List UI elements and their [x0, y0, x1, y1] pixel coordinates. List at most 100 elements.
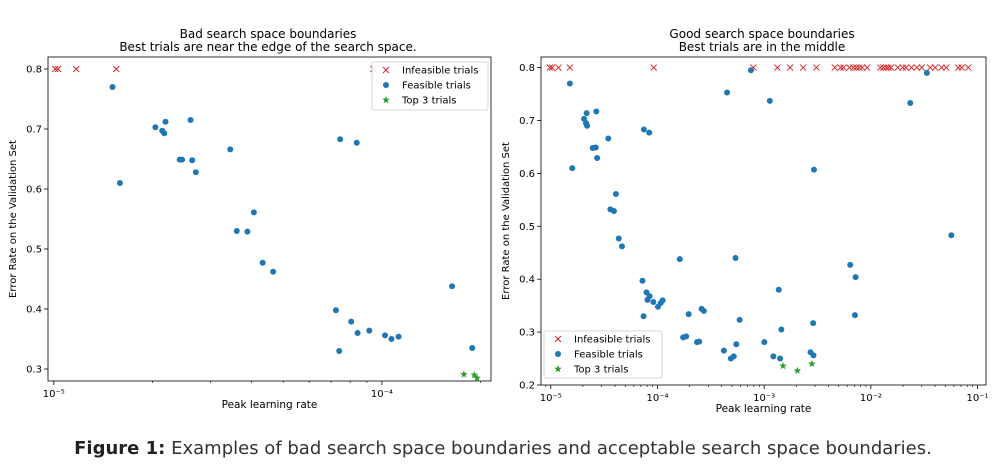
feasible-point: [733, 341, 740, 348]
infeasible-point: [899, 64, 907, 71]
feasible-point: [810, 166, 817, 173]
legend-label: Top 3 trials: [573, 365, 629, 376]
infeasible-point: [855, 64, 863, 71]
feasible-point: [593, 108, 600, 115]
feasible-point: [227, 146, 234, 153]
feasible-point: [605, 135, 612, 142]
feasible-point: [192, 169, 199, 176]
feasible-point: [395, 333, 402, 340]
x-tick-label: 10⁻⁵: [43, 389, 65, 400]
infeasible-point: [877, 64, 884, 71]
legend-label: Feasible trials: [574, 350, 643, 361]
series-o: [566, 67, 955, 362]
feasible-point: [337, 136, 344, 143]
feasible-point: [244, 228, 251, 235]
infeasible-point: [786, 64, 794, 71]
infeasible-point: [112, 65, 120, 73]
infeasible-point: [54, 65, 62, 73]
feasible-point: [259, 259, 266, 266]
feasible-point: [810, 352, 817, 359]
x-tick-label: 10⁻³: [753, 393, 775, 404]
x-axis-label: Peak learning rate: [222, 399, 318, 411]
feasible-point: [610, 207, 617, 214]
legend-box: [543, 330, 663, 379]
feasible-point: [700, 307, 707, 314]
infeasible-point: [918, 64, 926, 71]
legend-marker: [382, 96, 390, 104]
feasible-point: [584, 122, 591, 129]
legend-label: Top 3 trials: [401, 96, 457, 107]
infeasible-point: [813, 64, 820, 71]
infeasible-point: [51, 65, 59, 73]
infeasible-point: [799, 64, 807, 71]
feasible-point: [449, 283, 456, 290]
infeasible-point: [850, 64, 857, 71]
feasible-point: [640, 313, 647, 320]
feasible-point: [162, 118, 169, 125]
chart-subtitle: Best trials are near the edge of the sea…: [119, 40, 416, 54]
infeasible-point: [913, 64, 921, 71]
feasible-point: [469, 345, 476, 351]
feasible-point: [594, 155, 601, 162]
feasible-point: [348, 318, 355, 325]
feasible-point: [592, 144, 599, 151]
top3-point: [470, 371, 479, 379]
feasible-point: [618, 243, 625, 250]
feasible-point: [923, 69, 930, 76]
figure-caption: Figure 1: Examples of bad search space b…: [0, 438, 1006, 459]
feasible-point: [770, 353, 777, 360]
feasible-point: [696, 338, 703, 345]
legend-box: [371, 61, 489, 111]
legend-marker: [554, 335, 562, 343]
caption-text: Examples of bad search space boundaries …: [171, 438, 932, 459]
y-tick-label: 0.7: [519, 116, 535, 127]
infeasible-point: [938, 64, 945, 71]
x-tick-label: 10⁻⁴: [646, 393, 668, 404]
infeasible-point: [548, 64, 556, 71]
infeasible-point: [837, 64, 844, 71]
y-axis-label: Error Rate on the Validation Set: [8, 140, 19, 298]
feasible-point: [685, 311, 692, 318]
feasible-point: [646, 129, 653, 136]
feasible-point: [109, 84, 116, 90]
legend: Infeasible trials Feasible trials Top 3 tr…: [371, 61, 489, 111]
infeasible-point: [902, 64, 910, 71]
feasible-point: [152, 124, 159, 131]
feasible-point: [851, 312, 858, 319]
legend-label: Feasible trials: [402, 81, 471, 92]
infeasible-point: [852, 64, 860, 71]
feasible-point: [615, 235, 622, 242]
feasible-point: [777, 355, 784, 362]
infeasible-point: [774, 64, 781, 71]
infeasible-point: [954, 64, 962, 71]
y-tick-label: 0.4: [26, 305, 42, 316]
y-tick-label: 0.8: [519, 63, 535, 74]
feasible-point: [724, 89, 731, 96]
infeasible-point: [926, 64, 934, 71]
infeasible-point: [831, 64, 839, 71]
chart-title: Bad search space boundaries: [180, 27, 357, 41]
y-tick-label: 0.5: [26, 245, 42, 256]
feasible-point: [353, 139, 360, 146]
feasible-point: [583, 110, 590, 117]
top3-point: [460, 370, 468, 378]
plot-frame: [540, 56, 987, 386]
series-o: [109, 84, 476, 354]
feasible-point: [161, 130, 168, 137]
x-tick-label: 10⁻⁴: [371, 389, 393, 400]
x-tick-label: 10⁻⁵: [540, 393, 562, 404]
feasible-point: [179, 156, 186, 163]
infeasible-point: [880, 64, 887, 71]
y-tick-label: 0.2: [519, 381, 535, 392]
feasible-point: [810, 320, 817, 327]
y-tick-label: 0.6: [519, 169, 535, 180]
feasible-point: [332, 307, 339, 314]
y-tick-label: 0.6: [26, 185, 42, 196]
infeasible-point: [931, 64, 939, 71]
feasible-point: [270, 268, 277, 275]
y-tick-label: 0.3: [519, 328, 535, 339]
y-tick-label: 0.7: [26, 125, 42, 136]
feasible-point: [676, 256, 683, 263]
